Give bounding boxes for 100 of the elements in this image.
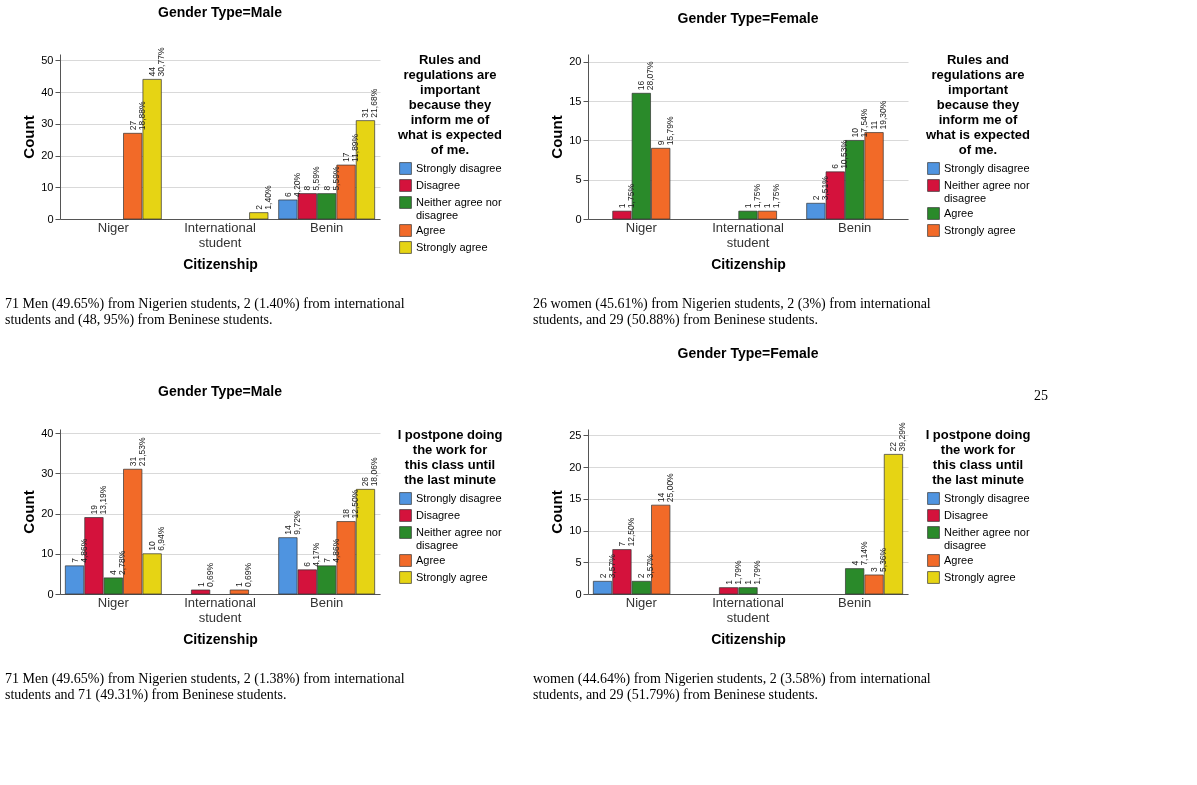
legend-label: Strongly agree: [944, 223, 1016, 236]
x-tick-label: Niger: [97, 219, 130, 235]
bar: [229, 589, 249, 595]
legend-label: Strongly agree: [416, 240, 488, 253]
data-label: 26 18,06%: [360, 457, 380, 487]
data-label: 7 12,50%: [616, 517, 636, 547]
y-tick-label: 30: [41, 466, 54, 479]
y-axis-title: Count: [548, 115, 566, 159]
x-tick-label: International student: [184, 219, 256, 250]
data-label: 9 15,79%: [655, 116, 675, 146]
y-tick-label: 50: [41, 53, 54, 66]
y-tick-label: 10: [41, 180, 54, 193]
x-axis-title: Citizenship: [183, 255, 258, 272]
legend-label: Strongly disagree: [416, 491, 502, 504]
x-tick-label: International student: [184, 594, 256, 625]
data-label: 14 25,00%: [655, 472, 675, 503]
y-tick-label: 5: [575, 173, 582, 186]
legend-label: Disagree: [416, 508, 461, 521]
data-label: 14 9,72%: [282, 510, 302, 535]
legend-label: Neither agree nor disagree: [944, 178, 1030, 204]
x-tick-label: Benin: [838, 594, 872, 610]
data-label: 2 3,57%: [636, 553, 656, 579]
legend-title: I postpone doing the work for this class until the last minute: [925, 427, 1031, 487]
data-label: 1 0,69%: [234, 562, 254, 587]
data-label: 10 6,94%: [147, 526, 167, 551]
legend-label: Strongly disagree: [944, 161, 1030, 174]
data-label: 4 7,14%: [849, 541, 869, 566]
y-axis-title: Count: [548, 490, 566, 534]
data-label: 1 1,79%: [723, 560, 743, 585]
data-label: 6 4,17%: [302, 542, 322, 567]
legend-title: Rules and regulations are important because they inform me of what is expected of me.: [924, 52, 1031, 157]
y-tick-label: 20: [41, 149, 54, 162]
data-label: 10 17,54%: [849, 108, 869, 138]
y-tick-label: 10: [569, 133, 582, 146]
y-tick-label: 5: [575, 555, 582, 568]
y-tick-label: 15: [569, 492, 582, 505]
y-tick-label: 30: [41, 117, 54, 130]
data-label: 31 21,68%: [360, 88, 380, 118]
data-label: 8 5,59%: [302, 166, 322, 191]
data-label: 2 3,51%: [810, 175, 830, 201]
x-axis-title: Citizenship: [183, 630, 258, 647]
data-label: 1 1,75%: [743, 183, 762, 209]
x-tick-label: Benin: [310, 219, 344, 235]
legend-label: Strongly agree: [416, 570, 488, 583]
data-label: 7 4,86%: [69, 538, 89, 563]
data-label: 6 10,53%: [830, 139, 850, 169]
chart-title: Gender Type=Male: [158, 3, 283, 20]
x-tick-label: International student: [712, 594, 784, 625]
data-label: 16 28,07%: [636, 61, 656, 91]
legend-label: Strongly disagree: [944, 491, 1030, 504]
text: 26 women (45.61%) from Nigerien students, 2 (3%) from international students, and 29 (50.88%) from Beninese students.: [533, 296, 931, 328]
x-tick-label: Niger: [625, 219, 658, 235]
chart-title: Gender Type=Female: [677, 345, 819, 361]
legend-label: Strongly disagree: [416, 161, 502, 174]
bar: [249, 212, 269, 220]
data-label: 1 1,75%: [762, 183, 782, 209]
text: women (44.64%) from Nigerien students, 2 (3.58%) from international students, and 29 (51.79%) from Beninese students.: [533, 671, 931, 703]
data-label: 3 5,36%: [869, 547, 889, 572]
legend-label: Neither agree nor disagree: [944, 525, 1030, 551]
x-tick-label: Benin: [838, 219, 872, 235]
y-tick-label: 20: [41, 507, 54, 520]
y-tick-label: 0: [575, 212, 582, 225]
data-label: 44 30,77%: [147, 47, 167, 77]
x-tick-label: International student: [712, 219, 784, 250]
data-label: 19 13,19%: [88, 485, 108, 515]
data-label: 1 0,69%: [195, 562, 215, 587]
y-tick-label: 20: [569, 55, 582, 68]
data-label: 18 12,50%: [341, 489, 361, 519]
data-label: 11 19,30%: [869, 100, 889, 130]
data-label: 22 39,29%: [888, 422, 908, 452]
text: 25: [1034, 388, 1048, 403]
legend-title: Rules and regulations are important because they inform me of what is expected of me.: [396, 52, 503, 157]
data-label: 8 5,59%: [321, 166, 341, 191]
legend-label: Disagree: [416, 178, 461, 191]
y-tick-label: 0: [47, 212, 54, 225]
data-label: 1 1,79%: [743, 560, 762, 585]
x-tick-label: Niger: [625, 594, 658, 610]
y-tick-label: 20: [569, 460, 582, 473]
y-axis-title: Count: [20, 115, 38, 159]
legend-label: Disagree: [944, 508, 989, 521]
legend-title: I postpone doing the work for this class until the last minute: [397, 427, 503, 487]
bar: [191, 589, 211, 595]
x-axis-title: Citizenship: [711, 630, 786, 647]
chart-title: Gender Type=Female: [677, 10, 819, 26]
legend-label: Neither agree nor disagree: [416, 525, 502, 551]
legend-label: Agree: [944, 206, 974, 219]
y-tick-label: 0: [575, 587, 582, 600]
legend-label: Neither agree nor disagree: [416, 195, 502, 221]
y-tick-label: 0: [47, 587, 54, 600]
legend-label: Agree: [944, 553, 974, 566]
y-tick-label: 25: [569, 428, 582, 441]
x-axis-title: Citizenship: [711, 255, 786, 272]
y-tick-label: 10: [41, 547, 54, 560]
legend-label: Agree: [416, 223, 446, 236]
x-tick-label: Niger: [97, 594, 130, 610]
data-label: 2 3,57%: [597, 553, 617, 579]
y-axis-title: Count: [20, 490, 38, 534]
text: 71 Men (49.65%) from Nigerien students, 2 (1.38%) from international students and 71 (49.31%) from Beninese students.: [5, 671, 405, 703]
y-tick-label: 10: [569, 524, 582, 537]
text: 71 Men (49.65%) from Nigerien students, 2 (1.40%) from international students and (48, 95%) from Beninese students.: [5, 296, 405, 328]
